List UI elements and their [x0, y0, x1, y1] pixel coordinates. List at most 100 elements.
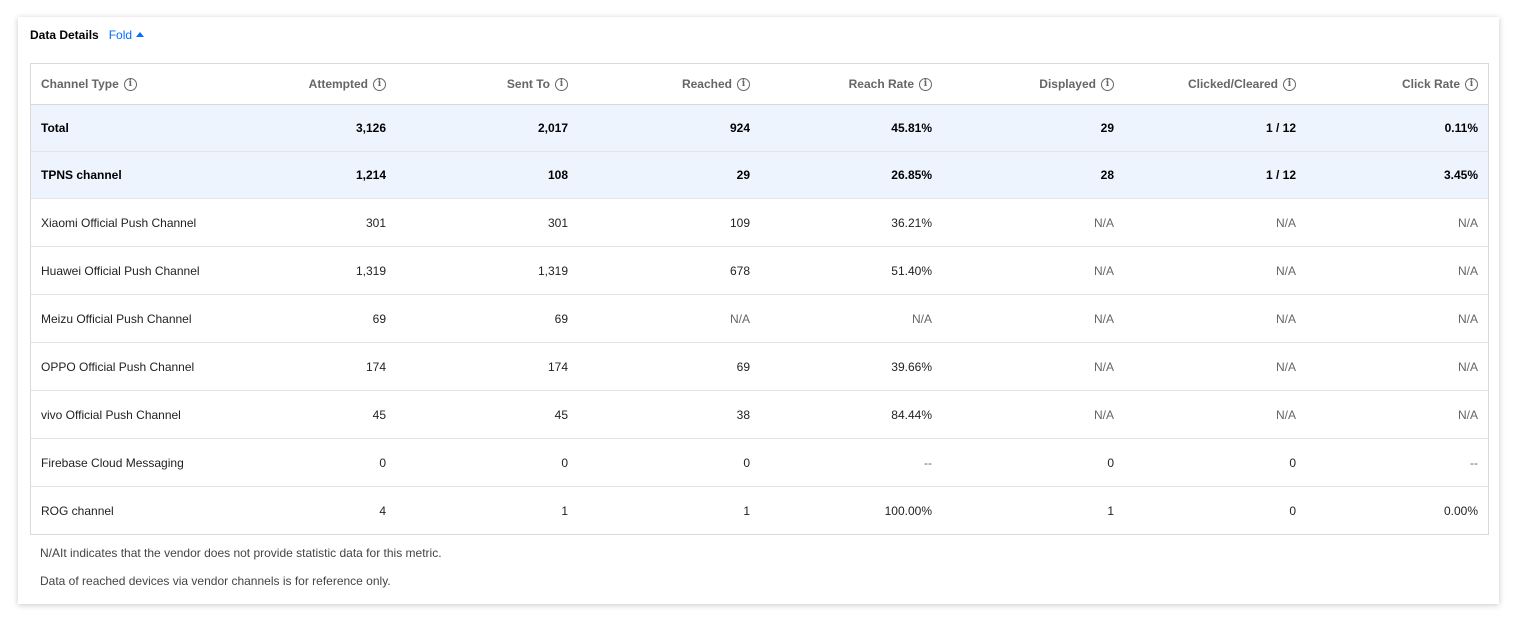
- table-header-row: Channel Type i Attempted i Sent To i Reached i R…: [31, 64, 1488, 105]
- table-cell: 38: [578, 390, 760, 439]
- table-row: Xiaomi Official Push Channel 301 301 109 36.…: [31, 198, 1488, 247]
- table-cell: 69: [578, 342, 760, 391]
- table-cell: 1 / 12: [1124, 151, 1306, 199]
- table-cell: 678: [578, 246, 760, 295]
- table-cell: 69: [214, 294, 396, 343]
- table-row: vivo Official Push Channel 45 45 38 84.44% N/…: [31, 390, 1488, 439]
- table-cell: N/A: [1124, 294, 1306, 343]
- table-cell: N/A: [942, 246, 1124, 295]
- table-cell: 45: [214, 390, 396, 439]
- footnotes: N/AIt indicates that the vendor does not…: [40, 545, 442, 601]
- table-cell: --: [760, 438, 942, 487]
- channel-name-cell: TPNS channel: [31, 151, 214, 199]
- table-cell: 0.00%: [1443, 503, 1478, 518]
- channel-name-cell: Total: [31, 104, 214, 152]
- column-header-sent-to: Sent To i: [396, 64, 578, 105]
- table-cell: N/A: [1306, 390, 1488, 439]
- table-cell: 1: [561, 503, 568, 518]
- table-cell: 3.45%: [1306, 151, 1488, 199]
- info-icon[interactable]: i: [919, 78, 932, 92]
- table-cell: 1,319: [214, 246, 396, 295]
- info-icon[interactable]: i: [373, 78, 386, 92]
- table-cell: 4: [379, 503, 386, 518]
- channel-name-cell: vivo Official Push Channel: [31, 390, 214, 439]
- table-cell: 1 / 12: [1124, 104, 1306, 152]
- card-header: Data Details Fold: [30, 28, 145, 42]
- fold-button[interactable]: Fold: [109, 28, 145, 42]
- info-icon[interactable]: i: [555, 78, 568, 92]
- column-header-label: Clicked/Cleared: [1187, 76, 1278, 91]
- table-cell: 26.85%: [760, 151, 942, 199]
- table-cell: N/A: [1306, 294, 1488, 343]
- table-cell: N/A: [1124, 390, 1306, 439]
- table-cell: N/A: [1306, 342, 1488, 391]
- table-cell: 0.11%: [1306, 104, 1488, 152]
- table-cell: 29: [578, 151, 760, 199]
- info-icon[interactable]: i: [1101, 78, 1114, 92]
- data-details-card: Data Details Fold Channel Type i Attempted…: [18, 17, 1499, 604]
- data-table: Channel Type i Attempted i Sent To i Reached i R…: [31, 64, 1488, 534]
- info-icon[interactable]: i: [1465, 78, 1478, 92]
- table-cell: 29: [942, 104, 1124, 152]
- table-row: Huawei Official Push Channel 1,319 1,319 67…: [31, 246, 1488, 295]
- column-header-reached: Reached i: [578, 64, 760, 105]
- column-header-label: Attempted: [308, 76, 368, 91]
- table-cell: 45.81%: [760, 104, 942, 152]
- table-cell: 84.44%: [760, 390, 942, 439]
- column-header-label: Sent To: [506, 76, 550, 91]
- table-cell: 45: [396, 390, 578, 439]
- channel-name-cell: Huawei Official Push Channel: [31, 246, 214, 295]
- caret-up-icon: [136, 32, 145, 37]
- info-icon[interactable]: i: [1283, 78, 1296, 92]
- card-title: Data Details: [30, 28, 99, 42]
- table-cell: N/A: [942, 294, 1124, 343]
- table-cell: N/A: [1124, 342, 1306, 391]
- table-cell: 174: [214, 342, 396, 391]
- table-cell: N/A: [942, 342, 1124, 391]
- table-cell: N/A: [942, 390, 1124, 439]
- column-header-attempted: Attempted i: [214, 64, 396, 105]
- table-row: Total 3,126 2,017 924 45.81% 29 1 / 12 0.11%: [31, 104, 1488, 152]
- info-icon[interactable]: i: [737, 78, 750, 92]
- column-header-channel-type: Channel Type i: [31, 64, 214, 105]
- channel-name-cell: ROG channel: [41, 503, 114, 518]
- column-header-reach-rate: Reach Rate i: [760, 64, 942, 105]
- table-cell: 36.21%: [760, 198, 942, 247]
- table-cell: N/A: [1124, 198, 1306, 247]
- info-icon[interactable]: i: [123, 78, 137, 92]
- column-header-clicked-cleared: Clicked/Cleared i: [1124, 64, 1306, 105]
- table-cell: 2,017: [396, 104, 578, 152]
- table-cell: 174: [396, 342, 578, 391]
- table-cell: 109: [578, 198, 760, 247]
- table-cell: 51.40%: [760, 246, 942, 295]
- table-cell: 0: [214, 438, 396, 487]
- table-cell: N/A: [942, 198, 1124, 247]
- table-cell: 924: [578, 104, 760, 152]
- footnote-reference: Data of reached devices via vendor chann…: [40, 574, 391, 588]
- table-cell: 0: [942, 438, 1124, 487]
- channel-name-cell: Firebase Cloud Messaging: [31, 438, 214, 487]
- table-cell: 1: [743, 503, 750, 518]
- table-cell: N/A: [1306, 246, 1488, 295]
- table-cell: 3,126: [214, 104, 396, 152]
- channel-name-cell: Xiaomi Official Push Channel: [31, 198, 214, 247]
- table-cell: 1,214: [214, 151, 396, 199]
- table-cell: 0: [578, 438, 760, 487]
- column-header-label: Reach Rate: [848, 76, 914, 91]
- table-row: ROG channel 4 1 1 100.00% 1 0 0.00%: [31, 487, 1488, 535]
- table-cell: 1,319: [396, 246, 578, 295]
- table-cell: 0: [396, 438, 578, 487]
- table-cell: 28: [942, 151, 1124, 199]
- column-header-label: Click Rate: [1401, 76, 1460, 91]
- table-cell: 301: [214, 198, 396, 247]
- table-cell: 0: [1124, 438, 1306, 487]
- table-row: Meizu Official Push Channel 69 69 N/A N/A N/A…: [31, 294, 1488, 343]
- table-cell: 100.00%: [884, 503, 932, 518]
- column-header-label: Displayed: [1039, 76, 1096, 91]
- column-header-label: Channel Type: [41, 76, 119, 91]
- table-cell: N/A: [1306, 198, 1488, 247]
- data-table-container: Channel Type i Attempted i Sent To i Reached i R…: [30, 63, 1489, 535]
- table-row: Firebase Cloud Messaging 0 0 0 -- 0 0 --: [31, 438, 1488, 487]
- table-body: Total 3,126 2,017 924 45.81% 29 1 / 12 0.11% TPN…: [31, 104, 1488, 535]
- table-cell: --: [1306, 438, 1488, 487]
